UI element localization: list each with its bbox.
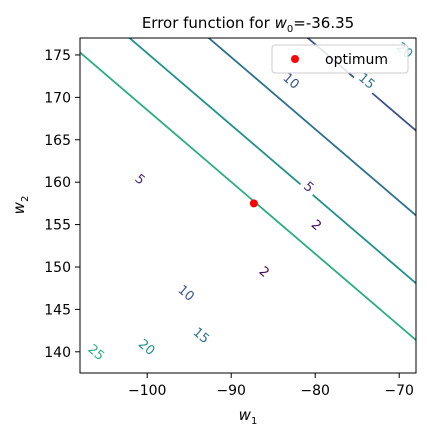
contour-line-20-1 xyxy=(128,38,416,284)
contour-label-bg xyxy=(129,167,152,191)
optimum-point xyxy=(249,199,258,208)
contour-label-bg xyxy=(253,259,277,283)
y-tick-label: 145 xyxy=(44,302,71,318)
y-tick-label: 160 xyxy=(44,175,71,191)
x-tick-label: −90 xyxy=(216,383,246,399)
contour-label-bg xyxy=(132,332,162,361)
contour-label-bg xyxy=(172,278,201,307)
x-tick-label: −80 xyxy=(300,383,330,399)
y-tick-label: 175 xyxy=(44,48,71,64)
contour-label-bg xyxy=(305,213,329,236)
x-axis-label: w1 xyxy=(239,406,258,427)
contour-label-bg xyxy=(187,320,217,349)
x-tick-label: −70 xyxy=(384,383,414,399)
contour-labels: 225510101515202025 xyxy=(82,35,420,366)
contour-label-2-1: 2 xyxy=(253,259,277,283)
x-axis-ticks: −100 −90 −80 −70 xyxy=(128,373,414,399)
legend-box xyxy=(271,44,409,74)
legend-marker-optimum xyxy=(291,55,299,63)
y-tick-label: 165 xyxy=(44,133,71,149)
y-tick-label: 150 xyxy=(44,260,71,276)
contour-label-2-0: 2 xyxy=(305,213,329,236)
legend-label-optimum: optimum xyxy=(325,52,388,68)
y-tick-label: 170 xyxy=(44,90,71,106)
optimum-point-group xyxy=(249,199,258,208)
y-axis-ticks: 140 145 150 155 160 165 170 175 xyxy=(44,48,80,361)
plot-frame xyxy=(79,37,417,374)
contour-label-5-3: 5 xyxy=(298,175,321,198)
y-tick-label: 155 xyxy=(44,218,71,234)
x-tick-label: −100 xyxy=(128,383,166,399)
chart-title: Error function for w0=-36.35 xyxy=(142,14,354,35)
contour-line-15-1 xyxy=(207,38,416,217)
contour-line-25-1 xyxy=(80,51,416,341)
contour-label-bg xyxy=(298,175,321,198)
legend: optimum xyxy=(271,44,409,74)
y-axis-label: w2 xyxy=(10,196,31,215)
contour-label-5-2: 5 xyxy=(129,167,152,191)
y-tick-label: 140 xyxy=(44,345,71,361)
contour-label-bg xyxy=(82,337,112,366)
